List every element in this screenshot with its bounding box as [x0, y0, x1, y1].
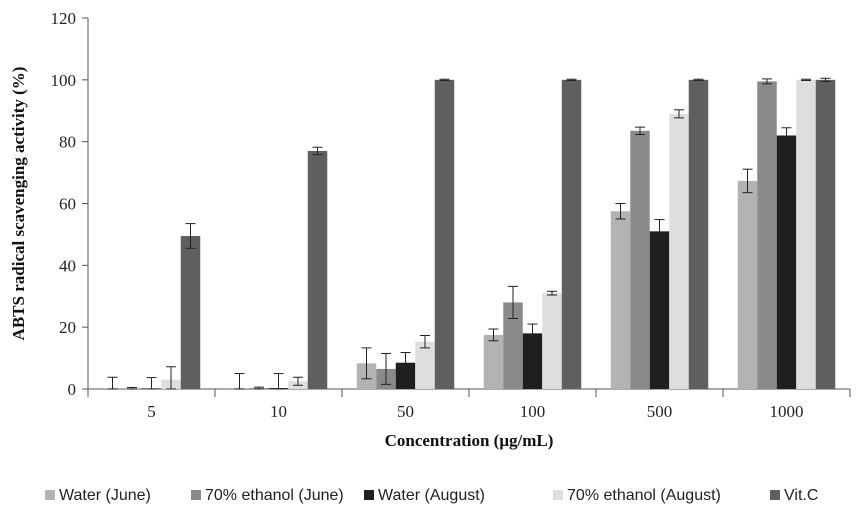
legend-swatch: [45, 490, 55, 500]
x-tick-label: 10: [270, 402, 287, 421]
bar: [307, 150, 328, 389]
bar: [796, 79, 816, 389]
bar: [542, 293, 562, 389]
bar: [630, 130, 650, 390]
bar: [503, 302, 523, 389]
legend-swatch: [770, 490, 780, 500]
y-axis: 0 20 40 60 80 100 120: [51, 9, 89, 399]
y-tick-label: 0: [68, 380, 77, 399]
error-bars: [107, 77, 831, 390]
bar: [737, 180, 758, 389]
bar: [815, 79, 836, 389]
x-axis-title: Concentration (μg/mL): [385, 431, 554, 450]
bars: [102, 79, 836, 390]
bar: [434, 79, 455, 389]
x-tick-label: 100: [520, 402, 546, 421]
bar: [395, 362, 416, 389]
bar: [483, 334, 504, 389]
legend: Water (June) 70% ethanol (June) Water (Aug…: [45, 487, 818, 504]
bar: [669, 113, 689, 389]
y-tick-label: 40: [59, 256, 76, 275]
bar: [610, 211, 631, 389]
legend-label: 70% ethanol (August): [567, 487, 721, 504]
y-axis-title: ABTS radical scavenging activity (%): [9, 67, 28, 341]
bar: [180, 235, 201, 389]
legend-label: Water (June): [59, 487, 151, 504]
x-tick-label: 1000: [770, 402, 804, 421]
x-tick-label: 500: [647, 402, 673, 421]
bar: [415, 341, 435, 389]
bar: [688, 79, 709, 389]
x-tick-label: 50: [397, 402, 414, 421]
y-tick-label: 20: [59, 318, 76, 337]
bar: [649, 231, 670, 389]
bar: [522, 333, 543, 389]
legend-label: Water (August): [378, 487, 485, 504]
legend-swatch: [364, 490, 374, 500]
y-tick-label: 60: [59, 195, 76, 214]
y-tick-label: 80: [59, 133, 76, 152]
bar: [757, 81, 777, 390]
y-tick-label: 120: [51, 9, 77, 28]
y-tick-label: 100: [51, 71, 77, 90]
x-tick-label: 5: [147, 402, 156, 421]
bar: [776, 135, 797, 389]
bar: [561, 79, 582, 389]
legend-label: Vit.C: [784, 487, 818, 504]
x-axis: 5 10 50 100 500 1000: [87, 388, 851, 421]
legend-swatch: [191, 490, 201, 500]
legend-swatch: [553, 490, 563, 500]
legend-label: 70% ethanol (June): [205, 487, 344, 504]
